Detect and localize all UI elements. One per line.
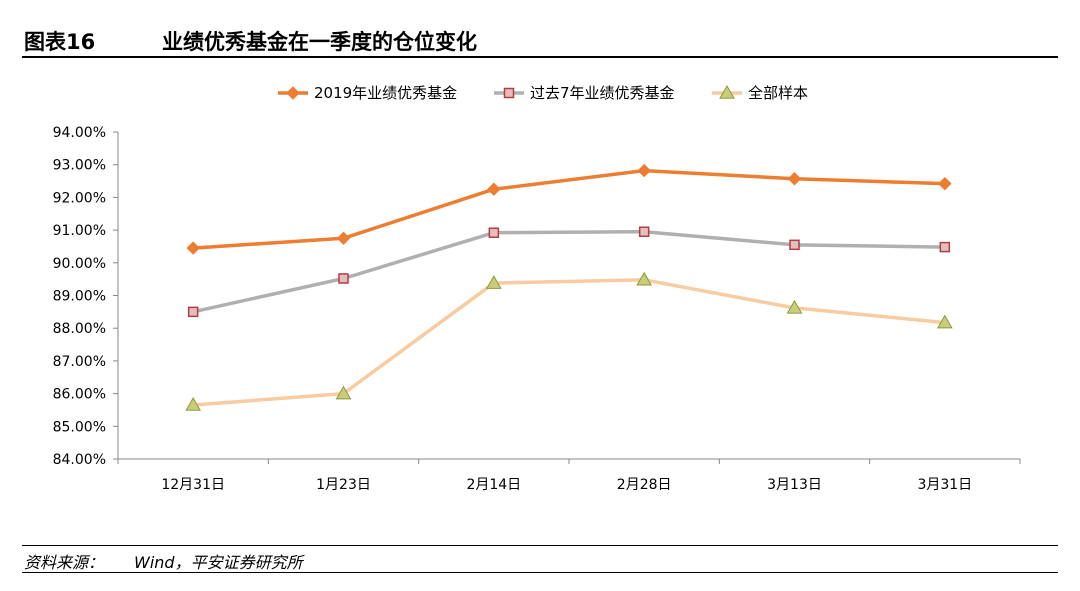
x-tick-label: 12月31日 <box>161 477 225 493</box>
series-2019-point <box>186 241 200 255</box>
x-tick-label: 3月13日 <box>767 477 822 493</box>
series-all-point <box>786 299 803 314</box>
series-all-legend-label: 全部样本 <box>748 84 808 102</box>
y-tick-label: 86.00% <box>53 387 106 403</box>
source-text: Wind，平安证券研究所 <box>134 553 303 572</box>
series-2019-legend-marker <box>286 86 300 100</box>
series-2019-point <box>787 172 802 186</box>
source-footer: 资料来源： Wind，平安证券研究所 <box>22 545 1058 573</box>
y-tick-label: 90.00% <box>53 256 106 272</box>
y-tick-label: 88.00% <box>53 321 106 337</box>
source-label: 资料来源： <box>24 553 105 572</box>
series-all-point <box>335 385 352 400</box>
series-2019-line <box>191 168 947 250</box>
series-all-point <box>636 271 653 286</box>
series-all-point <box>185 397 202 411</box>
x-tick-label: 3月31日 <box>917 477 972 493</box>
figure-number: 图表16 <box>24 30 96 54</box>
series-all-point <box>936 314 953 329</box>
y-tick-label: 84.00% <box>53 452 106 468</box>
y-tick-label: 91.00% <box>53 223 106 239</box>
series-7yr-point <box>939 241 951 253</box>
series-2019-point <box>487 182 501 196</box>
series-all-legend-marker <box>719 84 735 99</box>
y-tick-label: 85.00% <box>53 419 106 435</box>
figure-header: 图表16 业绩优秀基金在一季度的仓位变化 <box>22 22 1058 58</box>
series-7yr-legend-label: 过去7年业绩优秀基金 <box>530 84 675 102</box>
series-7yr-point <box>638 226 650 237</box>
figure-title: 业绩优秀基金在一季度的仓位变化 <box>162 30 477 54</box>
x-tick-label: 1月23日 <box>316 477 371 493</box>
series-7yr-point <box>338 273 349 284</box>
y-tick-label: 94.00% <box>53 125 106 141</box>
series-7yr-legend-marker <box>503 87 515 99</box>
series-7yr-line <box>191 229 947 314</box>
series-2019-legend-label: 2019年业绩优秀基金 <box>314 84 457 102</box>
y-tick-label: 87.00% <box>53 354 106 370</box>
y-tick-label: 93.00% <box>53 158 106 174</box>
series-2019-point <box>637 163 651 178</box>
series-7yr-point <box>187 306 199 318</box>
position-change-line-chart: 84.00% 85.00% 86.00% 87.00% 88.00% 89.00% 90.0… <box>53 84 1021 493</box>
x-tick-label: 2月14日 <box>466 477 521 493</box>
series-all-line <box>191 278 947 407</box>
series-2019-point <box>336 231 351 245</box>
series-7yr-point <box>488 227 500 238</box>
x-tick-label: 2月28日 <box>617 477 672 493</box>
series-7yr-point <box>789 239 800 251</box>
series-2019-point <box>938 176 952 191</box>
series-all-point <box>485 275 502 289</box>
y-tick-label: 92.00% <box>53 190 106 206</box>
y-tick-label: 89.00% <box>53 289 106 305</box>
